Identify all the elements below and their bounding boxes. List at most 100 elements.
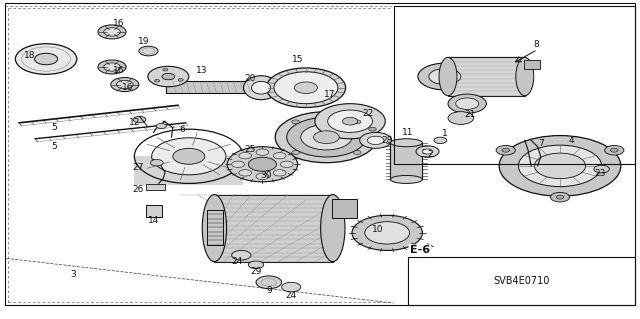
Text: 29: 29 — [250, 267, 262, 276]
Bar — [214, 195, 333, 262]
Text: 22: 22 — [362, 109, 374, 118]
Circle shape — [35, 53, 58, 65]
Circle shape — [301, 124, 352, 150]
Circle shape — [111, 78, 139, 92]
Text: 6: 6 — [180, 125, 185, 134]
Text: 24: 24 — [285, 291, 297, 300]
Ellipse shape — [321, 195, 345, 262]
Text: 17: 17 — [324, 90, 335, 99]
Circle shape — [256, 173, 269, 180]
Circle shape — [550, 192, 570, 202]
Circle shape — [163, 68, 168, 71]
Text: 5: 5 — [52, 123, 57, 132]
Circle shape — [173, 148, 205, 164]
Circle shape — [150, 160, 163, 166]
Circle shape — [282, 282, 301, 292]
Text: 12: 12 — [129, 118, 140, 127]
Circle shape — [353, 151, 361, 154]
Circle shape — [98, 60, 126, 74]
Bar — [408, 257, 635, 305]
Circle shape — [448, 112, 474, 124]
Text: 7: 7 — [538, 139, 543, 148]
Circle shape — [352, 215, 422, 250]
Text: E-6: E-6 — [410, 245, 430, 256]
Ellipse shape — [244, 76, 279, 100]
Circle shape — [239, 170, 252, 176]
Text: 28: 28 — [381, 136, 393, 145]
Bar — [524, 61, 540, 69]
Text: 25: 25 — [244, 145, 255, 154]
Bar — [394, 6, 635, 164]
Circle shape — [232, 250, 251, 260]
Circle shape — [227, 147, 298, 182]
Text: 23: 23 — [595, 169, 606, 178]
Circle shape — [611, 148, 618, 152]
Circle shape — [178, 79, 183, 81]
Circle shape — [98, 25, 126, 39]
Text: 1: 1 — [442, 130, 447, 138]
Circle shape — [534, 153, 586, 179]
Text: 11: 11 — [402, 128, 413, 137]
Text: 30: 30 — [260, 171, 271, 180]
Circle shape — [156, 123, 166, 129]
Circle shape — [266, 68, 346, 108]
Text: 16: 16 — [113, 19, 124, 28]
Text: 27: 27 — [132, 163, 143, 172]
Circle shape — [273, 152, 286, 159]
Circle shape — [429, 69, 461, 85]
Circle shape — [148, 66, 189, 87]
Circle shape — [496, 145, 515, 155]
Text: 16: 16 — [113, 66, 124, 75]
Circle shape — [15, 44, 77, 74]
Polygon shape — [166, 81, 304, 93]
Circle shape — [594, 165, 609, 173]
Polygon shape — [134, 156, 243, 185]
Text: 21: 21 — [465, 110, 476, 119]
Circle shape — [456, 98, 479, 109]
Circle shape — [367, 136, 384, 145]
Circle shape — [502, 148, 509, 152]
Circle shape — [365, 222, 410, 244]
Circle shape — [315, 104, 385, 139]
Bar — [207, 210, 223, 245]
Circle shape — [416, 146, 439, 157]
Circle shape — [274, 72, 338, 104]
Ellipse shape — [439, 57, 457, 96]
Bar — [390, 143, 422, 179]
Text: 26: 26 — [132, 185, 143, 194]
Circle shape — [422, 149, 433, 154]
Circle shape — [133, 116, 146, 123]
Circle shape — [256, 276, 282, 289]
Circle shape — [342, 117, 358, 125]
Circle shape — [369, 127, 376, 131]
Circle shape — [162, 73, 175, 80]
Circle shape — [353, 120, 361, 124]
Text: 24: 24 — [231, 257, 243, 266]
Text: 13: 13 — [196, 66, 207, 75]
Text: 2: 2 — [428, 150, 433, 159]
Text: SVB4E0710: SVB4E0710 — [493, 276, 550, 286]
Bar — [146, 205, 162, 217]
Ellipse shape — [516, 57, 534, 96]
Text: 16: 16 — [122, 83, 134, 92]
Circle shape — [248, 157, 276, 171]
Circle shape — [104, 28, 120, 36]
Circle shape — [116, 80, 133, 89]
Text: 19: 19 — [138, 37, 150, 46]
Circle shape — [239, 152, 252, 159]
Circle shape — [152, 138, 226, 175]
Circle shape — [418, 63, 472, 90]
Circle shape — [605, 145, 624, 155]
Circle shape — [556, 195, 564, 199]
Circle shape — [287, 117, 366, 157]
Circle shape — [360, 132, 392, 148]
Text: 15: 15 — [292, 55, 303, 63]
Circle shape — [232, 161, 244, 167]
Circle shape — [134, 129, 243, 183]
Circle shape — [434, 137, 447, 144]
Circle shape — [294, 82, 317, 93]
Circle shape — [248, 261, 264, 269]
Circle shape — [314, 131, 339, 144]
Circle shape — [154, 79, 159, 82]
Text: 4: 4 — [569, 136, 574, 145]
